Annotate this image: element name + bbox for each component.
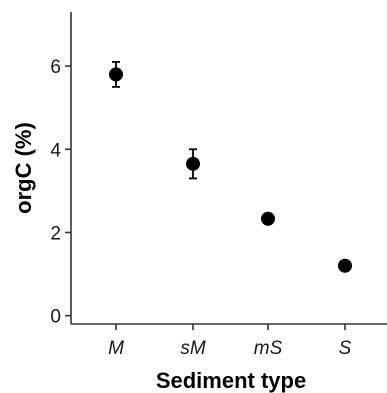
x-tick-label: mS bbox=[254, 338, 283, 359]
x-tick-label: sM bbox=[180, 338, 206, 359]
data-point bbox=[109, 67, 123, 82]
data-point bbox=[261, 211, 275, 226]
x-axis-title: Sediment type bbox=[156, 368, 306, 393]
error-bars bbox=[112, 61, 197, 180]
y-tick-label: 0 bbox=[50, 307, 61, 328]
y-ticks: 0 2 4 6 bbox=[50, 57, 71, 328]
y-axis-title: orgC (%) bbox=[11, 122, 36, 214]
points bbox=[109, 67, 352, 273]
data-point bbox=[338, 258, 352, 273]
data-point bbox=[186, 156, 200, 171]
x-tick-label: S bbox=[339, 338, 352, 359]
x-tick-label: M bbox=[108, 338, 124, 359]
y-tick-label: 2 bbox=[50, 223, 61, 244]
y-tick-label: 6 bbox=[50, 57, 61, 78]
y-tick-label: 4 bbox=[50, 140, 61, 161]
